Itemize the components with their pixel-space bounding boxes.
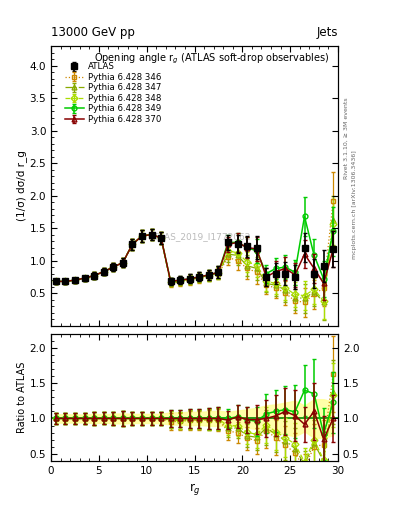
- Y-axis label: (1/σ) dσ/d r_g: (1/σ) dσ/d r_g: [16, 151, 27, 221]
- Legend: ATLAS, Pythia 6.428 346, Pythia 6.428 347, Pythia 6.428 348, Pythia 6.428 349, P: ATLAS, Pythia 6.428 346, Pythia 6.428 34…: [61, 59, 165, 127]
- Text: mcplots.cern.ch [arXiv:1306.3436]: mcplots.cern.ch [arXiv:1306.3436]: [352, 151, 357, 259]
- X-axis label: r$_g$: r$_g$: [189, 481, 200, 497]
- Text: Rivet 3.1.10, ≥ 3M events: Rivet 3.1.10, ≥ 3M events: [344, 97, 349, 179]
- Y-axis label: Ratio to ATLAS: Ratio to ATLAS: [17, 361, 27, 433]
- Text: Opening angle r$_g$ (ATLAS soft-drop observables): Opening angle r$_g$ (ATLAS soft-drop obs…: [94, 52, 329, 66]
- Text: Jets: Jets: [316, 26, 338, 39]
- Text: ATLAS_2019_I1772062: ATLAS_2019_I1772062: [149, 231, 252, 241]
- Text: 13000 GeV pp: 13000 GeV pp: [51, 26, 135, 39]
